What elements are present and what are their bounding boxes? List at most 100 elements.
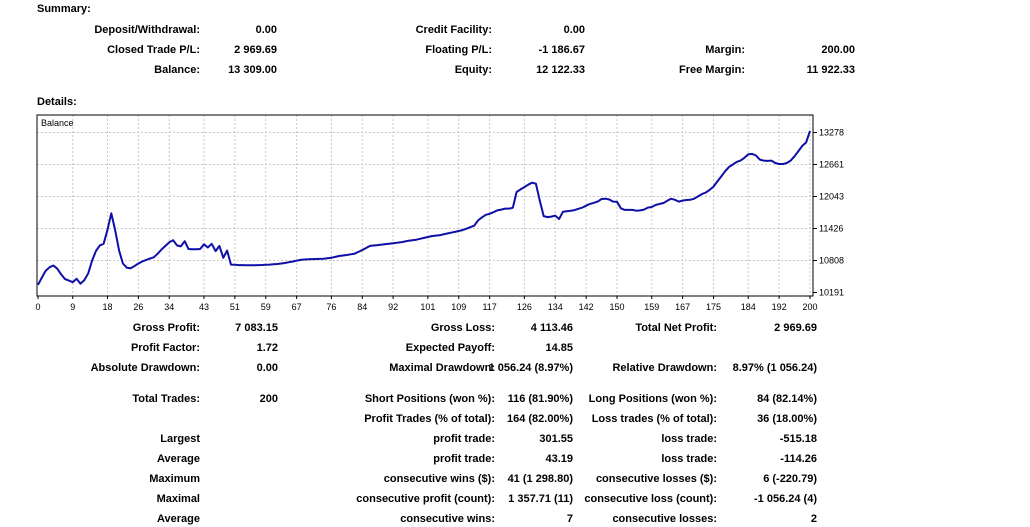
details-value: -114.26 xyxy=(780,453,817,465)
details-label: Total Net Profit: xyxy=(635,322,717,334)
svg-text:Balance: Balance xyxy=(41,118,74,128)
details-label: consecutive wins ($): xyxy=(383,473,495,485)
details-label: profit trade: xyxy=(433,453,495,465)
summary-label: Credit Facility: xyxy=(415,24,492,36)
svg-text:200: 200 xyxy=(802,302,817,312)
summary-row: Deposit/Withdrawal: 0.00 Credit Facility… xyxy=(0,24,1030,38)
details-row: Profit Trades (% of total): 164 (82.00%)… xyxy=(0,413,1030,427)
details-value: 84 (82.14%) xyxy=(757,393,817,405)
details-label: Gross Profit: xyxy=(132,322,200,334)
svg-text:84: 84 xyxy=(357,302,367,312)
details-row: Maximal consecutive profit (count): 1 35… xyxy=(0,493,1030,507)
details-label: Maximal xyxy=(156,493,200,505)
summary-row: Closed Trade P/L: 2 969.69 Floating P/L:… xyxy=(0,44,1030,58)
details-value: 7 083.15 xyxy=(235,322,278,334)
svg-text:101: 101 xyxy=(420,302,435,312)
details-label: Gross Loss: xyxy=(430,322,495,334)
summary-label: Free Margin: xyxy=(678,64,745,76)
details-label: consecutive losses ($): xyxy=(595,473,717,485)
details-value: -515.18 xyxy=(779,433,817,445)
svg-text:34: 34 xyxy=(164,302,174,312)
svg-text:12043: 12043 xyxy=(819,192,844,202)
details-value: 43.19 xyxy=(545,453,573,465)
details-value: 14.85 xyxy=(545,342,573,354)
details-label: Expected Payoff: xyxy=(405,342,495,354)
summary-label: Equity: xyxy=(454,64,492,76)
details-label: consecutive losses: xyxy=(612,513,717,525)
summary-label: Closed Trade P/L: xyxy=(107,44,200,56)
svg-text:117: 117 xyxy=(482,302,496,312)
details-label: loss trade: xyxy=(661,453,717,465)
svg-text:167: 167 xyxy=(675,302,690,312)
details-value: 4 113.46 xyxy=(530,322,573,334)
summary-value: 200.00 xyxy=(821,44,855,56)
details-label: Loss trades (% of total): xyxy=(591,413,717,425)
svg-text:175: 175 xyxy=(706,302,721,312)
details-value: 200 xyxy=(259,393,278,405)
details-row: Profit Factor: 1.72 Expected Payoff: 14.… xyxy=(0,342,1030,356)
details-label: loss trade: xyxy=(661,433,717,445)
svg-text:126: 126 xyxy=(517,302,532,312)
details-row: Gross Profit: 7 083.15 Gross Loss: 4 113… xyxy=(0,322,1030,336)
svg-text:10191: 10191 xyxy=(819,288,844,298)
svg-text:92: 92 xyxy=(388,302,398,312)
details-label: consecutive profit (count): xyxy=(356,493,495,505)
svg-text:59: 59 xyxy=(261,302,271,312)
svg-text:192: 192 xyxy=(772,302,787,312)
summary-label: Floating P/L: xyxy=(425,44,492,56)
details-row: Average profit trade: 43.19 loss trade: … xyxy=(0,453,1030,467)
details-value: 1 357.71 (11) xyxy=(508,493,573,505)
details-value: 36 (18.00%) xyxy=(757,413,817,425)
svg-text:13278: 13278 xyxy=(819,128,844,138)
summary-value: 0.00 xyxy=(255,24,277,36)
details-row: Average consecutive wins: 7 consecutive … xyxy=(0,513,1030,527)
details-value: 301.55 xyxy=(539,433,573,445)
svg-text:150: 150 xyxy=(609,302,624,312)
summary-value: 11 922.33 xyxy=(806,64,855,76)
details-value: 164 (82.00%) xyxy=(506,413,573,425)
svg-text:43: 43 xyxy=(199,302,209,312)
summary-value: 13 309.00 xyxy=(228,64,277,76)
details-row: Absolute Drawdown: 0.00 Maximal Drawdown… xyxy=(0,362,1030,376)
details-value: 2 969.69 xyxy=(774,322,817,334)
details-label: consecutive loss (count): xyxy=(584,493,717,505)
details-label: Long Positions (won %): xyxy=(588,393,717,405)
details-row: Largest profit trade: 301.55 loss trade:… xyxy=(0,433,1030,447)
svg-text:67: 67 xyxy=(292,302,302,312)
details-value: 2 xyxy=(810,513,817,525)
details-label: Profit Factor: xyxy=(130,342,200,354)
details-label: Largest xyxy=(160,433,200,445)
details-value: 41 (1 298.80) xyxy=(507,473,573,485)
summary-value: 2 969.69 xyxy=(234,44,277,56)
svg-text:109: 109 xyxy=(451,302,466,312)
details-label: Total Trades: xyxy=(132,393,200,405)
summary-value: 12 122.33 xyxy=(536,64,585,76)
details-value: 1.72 xyxy=(256,342,278,354)
details-row: Total Trades: 200 Short Positions (won %… xyxy=(0,393,1030,407)
details-value: 6 (-220.79) xyxy=(763,473,817,485)
details-row: Maximum consecutive wins ($): 41 (1 298.… xyxy=(0,473,1030,487)
svg-text:10808: 10808 xyxy=(819,256,844,266)
svg-text:51: 51 xyxy=(230,302,240,312)
summary-row: Balance: 13 309.00 Equity: 12 122.33 Fre… xyxy=(0,64,1030,78)
summary-heading: Summary: xyxy=(37,3,91,15)
details-label: Short Positions (won %): xyxy=(364,393,495,405)
svg-text:184: 184 xyxy=(741,302,756,312)
details-label: profit trade: xyxy=(433,433,495,445)
svg-text:11426: 11426 xyxy=(819,223,843,233)
details-heading: Details: xyxy=(37,96,77,108)
details-label: Absolute Drawdown: xyxy=(90,362,200,374)
details-value: 1 056.24 (8.97%) xyxy=(488,362,573,374)
details-label: Maximum xyxy=(149,473,200,485)
summary-label: Balance: xyxy=(154,64,200,76)
details-label: Profit Trades (% of total): xyxy=(364,413,495,425)
details-label: Average xyxy=(156,453,200,465)
svg-text:76: 76 xyxy=(326,302,336,312)
svg-text:12661: 12661 xyxy=(819,159,844,169)
svg-text:142: 142 xyxy=(579,302,594,312)
summary-label: Margin: xyxy=(705,44,745,56)
svg-text:134: 134 xyxy=(548,302,563,312)
details-label: Relative Drawdown: xyxy=(612,362,717,374)
details-value: 0.00 xyxy=(256,362,278,374)
